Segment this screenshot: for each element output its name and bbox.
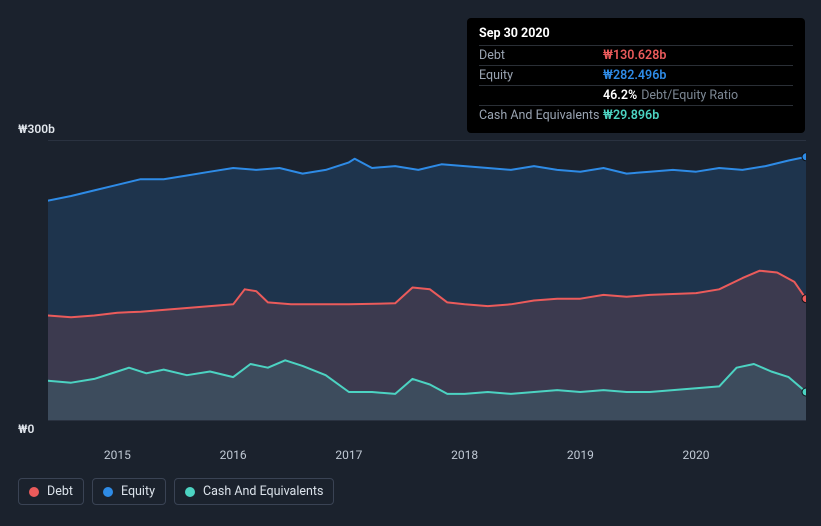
legend-swatch xyxy=(185,487,195,497)
tooltip-row-label: Equity xyxy=(479,68,603,83)
y-axis-tick: ₩0 xyxy=(18,422,34,436)
tooltip-row-value: ₩29.896b xyxy=(603,108,659,123)
legend-label: Debt xyxy=(47,484,73,499)
x-axis-tick: 2017 xyxy=(335,448,362,462)
x-axis-tick: 2020 xyxy=(683,448,710,462)
tooltip-row: Equity ₩282.496b xyxy=(479,65,793,85)
legend-label: Equity xyxy=(121,484,155,499)
tooltip-row-label: Cash And Equivalents xyxy=(479,108,603,123)
chart-plot[interactable] xyxy=(48,140,806,420)
tooltip-ratio-pct: 46.2% xyxy=(603,88,637,103)
x-axis-tick: 2016 xyxy=(220,448,247,462)
legend-label: Cash And Equivalents xyxy=(203,484,323,499)
y-axis-tick: ₩300b xyxy=(18,122,55,136)
tooltip-row-label: Debt xyxy=(479,48,603,63)
legend-item[interactable]: Cash And Equivalents xyxy=(174,478,334,505)
x-axis-tick: 2018 xyxy=(451,448,478,462)
tooltip-row: Cash And Equivalents ₩29.896b xyxy=(479,105,793,125)
tooltip-row-value: ₩130.628b xyxy=(603,48,666,63)
tooltip-row-value: ₩282.496b xyxy=(603,68,666,83)
chart-area: ₩300b ₩0 xyxy=(18,120,806,440)
tooltip-row-label xyxy=(479,88,603,103)
tooltip-date: Sep 30 2020 xyxy=(479,26,793,41)
legend-swatch xyxy=(29,487,39,497)
grid-line xyxy=(48,420,806,421)
x-axis-tick: 2015 xyxy=(104,448,131,462)
legend-item[interactable]: Debt xyxy=(18,478,84,505)
legend: Debt Equity Cash And Equivalents xyxy=(18,478,334,505)
legend-swatch xyxy=(103,487,113,497)
tooltip-row: 46.2% Debt/Equity Ratio xyxy=(479,85,793,105)
tooltip-ratio-label: Debt/Equity Ratio xyxy=(641,88,738,103)
x-axis-tick: 2019 xyxy=(567,448,594,462)
legend-item[interactable]: Equity xyxy=(92,478,166,505)
tooltip-row: Debt ₩130.628b xyxy=(479,45,793,65)
chart-tooltip: Sep 30 2020 Debt ₩130.628b Equity ₩282.4… xyxy=(467,18,805,133)
